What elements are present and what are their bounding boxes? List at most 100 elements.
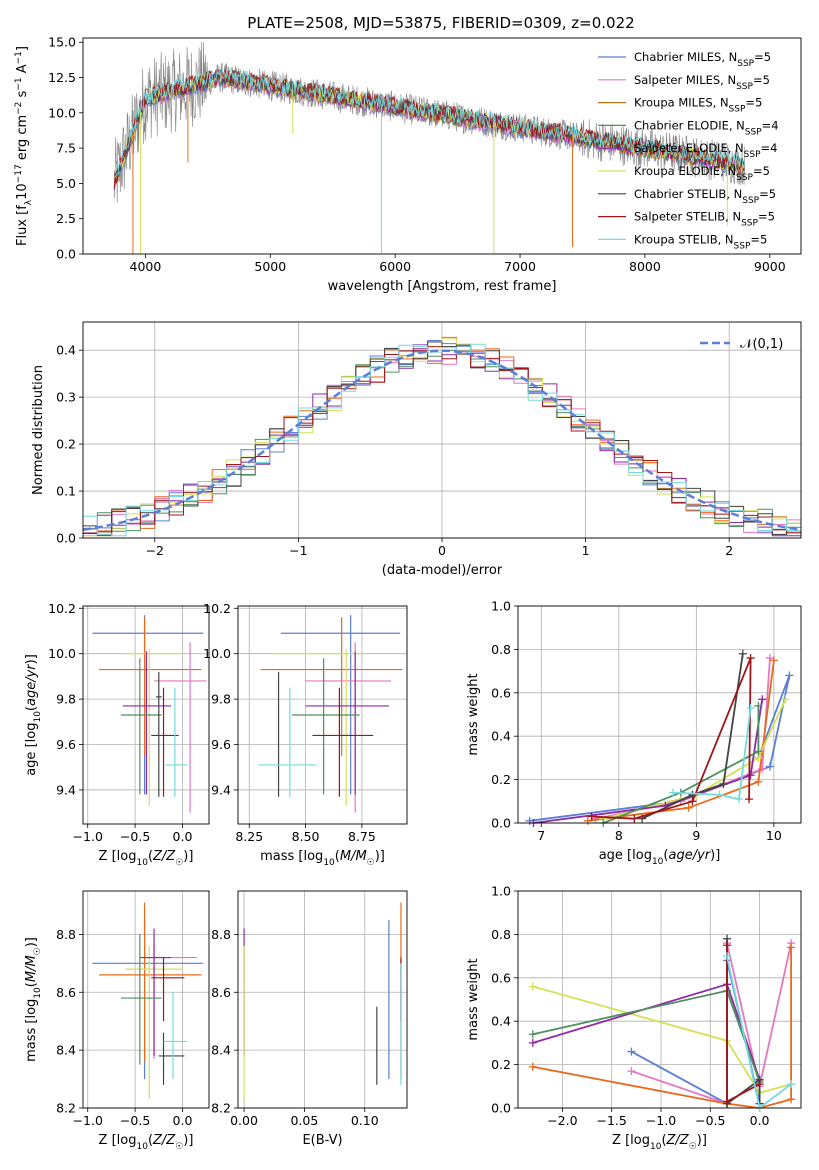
z-mass-frame	[82, 890, 210, 1109]
age-weight-point-marker	[785, 671, 794, 680]
z-mass-ytick-label: 8.4	[56, 1043, 76, 1058]
ebv-mass-xtick-label: 0.00	[230, 1113, 258, 1128]
residuals-legend-label: 𝒩(0,1)	[740, 337, 783, 352]
z-weight-xtick-label: 0.0	[750, 1113, 770, 1128]
z-weight-point-marker	[528, 1030, 537, 1039]
age-weight-point-marker	[630, 814, 639, 823]
z-age-frame	[82, 605, 210, 825]
figure-title: PLATE=2508, MJD=53875, FIBERID=0309, z=0…	[247, 14, 634, 32]
age-weight-xtick-label: 8	[615, 828, 623, 843]
z-weight-point-marker	[755, 1080, 764, 1089]
mass-age-xtick-label: 8.75	[348, 829, 376, 844]
mass-age-frame	[237, 605, 408, 825]
age-weight-point-marker	[746, 703, 755, 712]
age-weight-point-marker	[719, 779, 728, 788]
spectrum-model-line	[113, 69, 745, 188]
residuals-gaussian-curve	[83, 349, 801, 532]
z-weight-ytick-label: 0.4	[491, 1014, 511, 1029]
spectrum-legend-label: Salpeter MILES, NSSP=5	[634, 73, 770, 92]
age-weight-point-marker	[765, 762, 774, 771]
residuals-ytick-label: 0.3	[56, 390, 76, 405]
ebv-mass-ytick-label: 8.6	[211, 985, 231, 1000]
residuals-ylabel: Normed distribution	[31, 365, 46, 495]
z-age-xlabel: Z [log10(Z/Z☉)]	[99, 849, 194, 868]
z-weight-point-marker	[528, 982, 537, 991]
spectrum-legend-label: Chabrier ELODIE, NSSP=4	[634, 118, 779, 137]
ebv-mass-xtick-label: 0.05	[290, 1113, 318, 1128]
age-weight-point-marker	[758, 695, 767, 704]
z-weight-ytick-label: 1.0	[491, 884, 511, 899]
residuals-ytick-label: 0.0	[56, 531, 76, 546]
residuals-histogram	[83, 343, 801, 537]
spectrum-legend-label: Kroupa MILES, NSSP=5	[634, 96, 762, 115]
age-weight-point-marker	[688, 797, 697, 806]
z-weight-point-marker	[627, 1047, 636, 1056]
z-mass-xtick-label: 0.0	[173, 1113, 193, 1128]
z-weight-point-marker	[723, 941, 732, 950]
z-age-xtick-label: −0.5	[120, 829, 150, 844]
spectrum-legend-label: Kroupa STELIB, NSSP=5	[634, 232, 767, 251]
z-weight-ytick-label: 0.0	[491, 1101, 511, 1116]
age-weight-ylabel: mass weight	[466, 673, 481, 755]
residuals-panel: −2 −1 0 1 2 0.0 0.1 0.2 0.3 0.4 (data-model)/error…	[31, 321, 802, 578]
residuals-ytick-label: 0.4	[56, 343, 76, 358]
z-age-xtick-label: 0.0	[173, 829, 193, 844]
spectrum-xtick-label: 9000	[754, 259, 786, 274]
spectrum-panel: 4000 5000 6000 7000 8000 9000 0.0 2.5 5.0 7.5 10.0…	[14, 35, 802, 294]
z-mass-ylabel: mass [log10(M/M☉)]	[24, 937, 43, 1062]
z-weight-point-marker	[528, 1038, 537, 1047]
z-weight-ytick-label: 0.6	[491, 970, 511, 985]
residuals-frame	[82, 321, 802, 539]
z-weight-point-marker	[787, 943, 796, 952]
z-weight-xtick-label: −0.5	[695, 1113, 725, 1128]
spectrum-ylabel: Flux [fλ10−17 erg cm−2 s−1 A−1]	[14, 46, 34, 246]
age-weight-point-marker	[754, 747, 763, 756]
z-age-ytick-label: 9.4	[56, 782, 76, 797]
age-weight-ytick-label: 0.4	[491, 729, 511, 744]
z-age-xtick-label: −1.0	[73, 829, 103, 844]
spectrum-model-line	[113, 66, 745, 179]
z-weight-point-marker	[528, 1062, 537, 1071]
residuals-xtick-label: −1	[289, 543, 307, 558]
mass-age-ytick-label: 9.4	[211, 782, 231, 797]
spectrum-observed-line	[113, 41, 745, 204]
spectrum-ytick-label: 15.0	[48, 35, 76, 50]
z-age-panel: −1.0 −0.5 0.0 9.4 9.6 9.8 10.0 10.2 Z [log10(Z/Z…	[24, 601, 210, 868]
age-weight-xtick-label: 7	[537, 828, 545, 843]
z-mass-xlabel: Z [log10(Z/Z☉)]	[99, 1133, 194, 1152]
age-weight-ytick-label: 1.0	[491, 599, 511, 614]
ebv-mass-xlabel: E(B-V)	[302, 1133, 342, 1148]
age-weight-point-marker	[583, 816, 592, 825]
z-mass-ytick-label: 8.6	[56, 985, 76, 1000]
spectrum-ytick-label: 0.0	[56, 247, 76, 262]
residuals-histogram	[83, 346, 801, 536]
residuals-histogram	[83, 341, 801, 535]
age-weight-series-line	[641, 653, 744, 820]
z-weight-xlabel: Z [log10(Z/Z☉)]	[612, 1133, 707, 1152]
residuals-xtick-label: 0	[438, 543, 446, 558]
residuals-ytick-label: 0.2	[56, 437, 76, 452]
ebv-mass-xtick-label: 0.10	[351, 1113, 379, 1128]
spectrum-ytick-label: 5.0	[56, 176, 76, 191]
z-age-ytick-label: 9.6	[56, 737, 76, 752]
mass-age-xtick-label: 8.25	[235, 829, 263, 844]
spectrum-legend-label: Salpeter ELODIE, NSSP=4	[634, 141, 777, 160]
z-weight-point-marker	[723, 1097, 732, 1106]
residuals-xtick-label: −2	[146, 543, 164, 558]
age-weight-ytick-label: 0.6	[491, 685, 511, 700]
age-weight-panel: 7 8 9 10 0.0 0.2 0.4 0.6 0.8 1.0 age [log10(age/yr…	[466, 599, 802, 867]
age-weight-series-line	[533, 699, 764, 823]
age-weight-point-marker	[738, 649, 747, 658]
age-weight-point-marker	[769, 656, 778, 665]
age-weight-point-marker	[684, 803, 693, 812]
z-mass-xtick-label: −0.5	[120, 1113, 150, 1128]
spectrum-xtick-label: 6000	[379, 259, 411, 274]
mass-age-panel: 8.25 8.50 8.75 9.4 9.6 9.8 10.0 10.2 mass [log10…	[203, 601, 408, 868]
z-weight-ytick-label: 0.8	[491, 927, 511, 942]
ebv-mass-ytick-label: 8.4	[211, 1043, 231, 1058]
age-weight-series-line	[602, 705, 760, 823]
z-weight-xtick-label: −1.5	[596, 1113, 626, 1128]
spectrum-ytick-label: 2.5	[56, 211, 76, 226]
spectrum-legend-label: Chabrier STELIB, NSSP=5	[634, 187, 776, 206]
